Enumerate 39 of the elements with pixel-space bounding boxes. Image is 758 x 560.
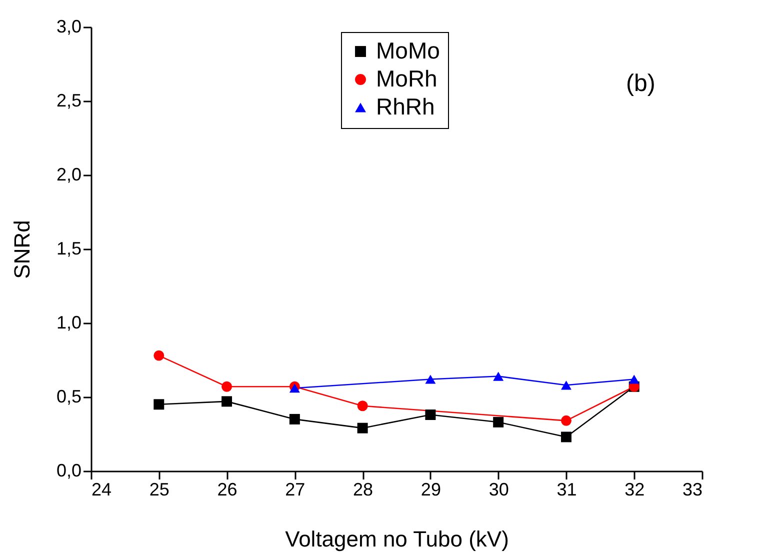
point bbox=[425, 374, 436, 384]
y-tick-label: 3,0 bbox=[56, 16, 82, 36]
point bbox=[560, 432, 572, 442]
x-tick-label: 33 bbox=[682, 480, 702, 500]
x-tick-label: 31 bbox=[556, 480, 577, 500]
y-tick-label: 0,5 bbox=[56, 386, 82, 406]
point bbox=[222, 381, 232, 392]
y-tick-label: 1,5 bbox=[56, 238, 82, 258]
x-tick-label: 28 bbox=[353, 480, 374, 500]
x-tick-label: 25 bbox=[149, 480, 170, 500]
point bbox=[222, 396, 232, 407]
legend-label: MoMo bbox=[376, 38, 440, 64]
point bbox=[425, 410, 436, 420]
x-tick-label: 27 bbox=[285, 480, 306, 500]
legend-label: MoRh bbox=[376, 66, 438, 92]
point bbox=[289, 414, 300, 424]
y-tick-label: 2,5 bbox=[56, 90, 82, 110]
point bbox=[628, 374, 640, 384]
point bbox=[493, 372, 504, 381]
x-tick-label: 29 bbox=[420, 480, 441, 500]
x-axis-title: Voltagem no Tubo (kV) bbox=[285, 526, 509, 552]
point bbox=[357, 400, 368, 412]
y-axis-title: SNRd bbox=[9, 220, 34, 279]
annotation: (b) bbox=[626, 70, 656, 97]
x-tick-label: 26 bbox=[217, 480, 238, 500]
point bbox=[357, 422, 368, 434]
legend-label: RhRh bbox=[376, 94, 435, 120]
point bbox=[154, 350, 164, 361]
point bbox=[289, 384, 300, 393]
y-tick-label: 1,0 bbox=[56, 312, 82, 332]
y-tick-label: 2,0 bbox=[56, 164, 82, 184]
y-tick-label: 0,0 bbox=[56, 460, 82, 480]
x-tick-label: 32 bbox=[624, 480, 645, 500]
point bbox=[493, 416, 504, 428]
point bbox=[560, 415, 572, 426]
point bbox=[560, 380, 572, 390]
point bbox=[154, 399, 164, 410]
x-tick-label: 30 bbox=[488, 480, 509, 500]
x-tick-label: 24 bbox=[92, 480, 112, 500]
